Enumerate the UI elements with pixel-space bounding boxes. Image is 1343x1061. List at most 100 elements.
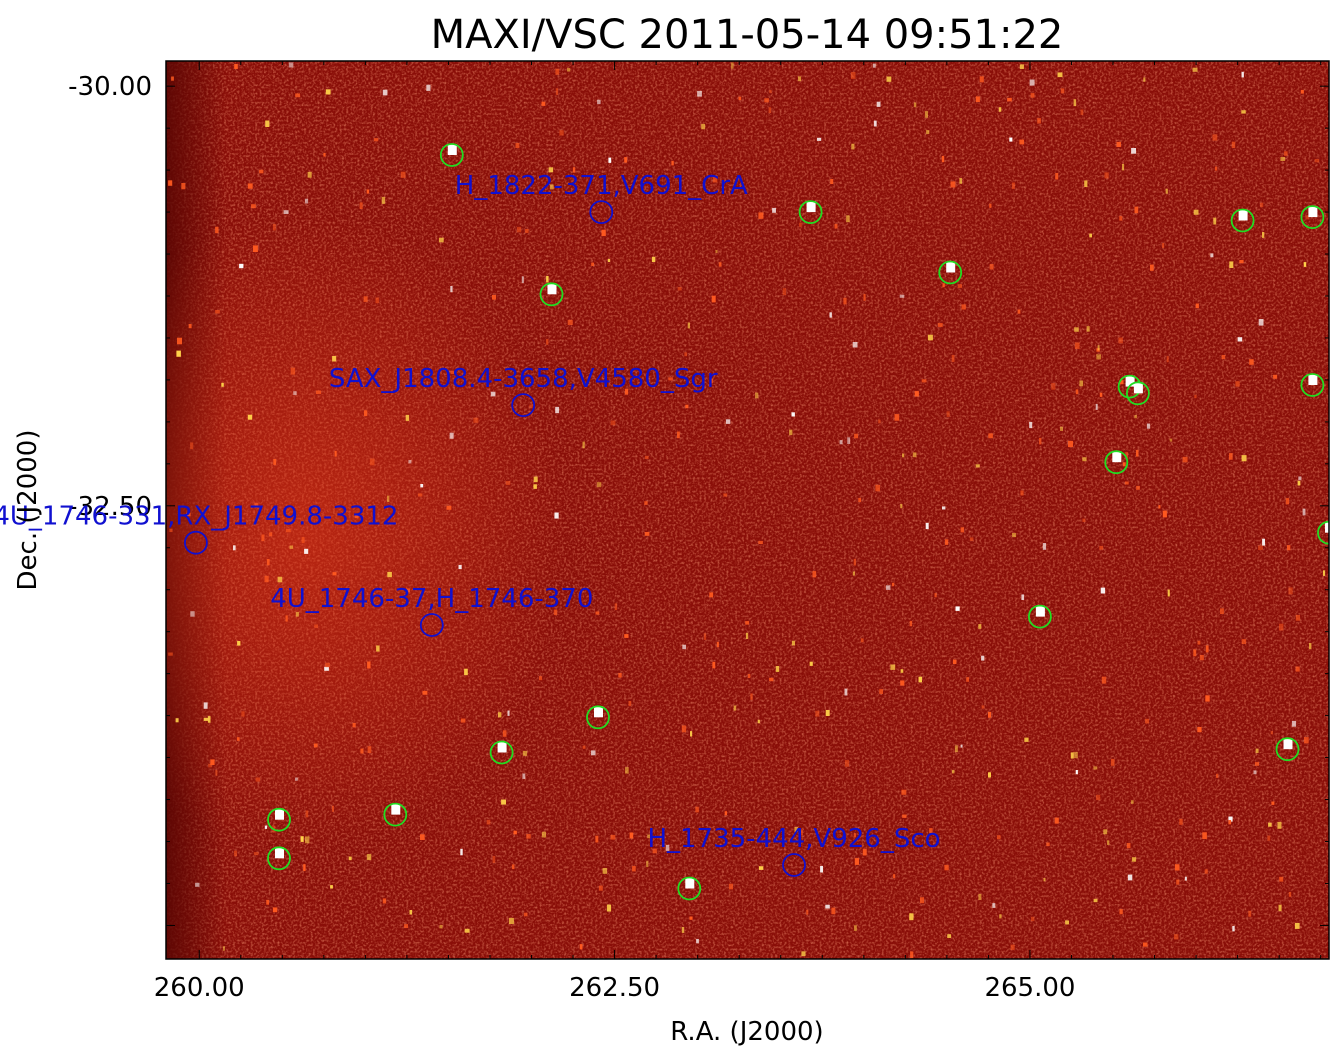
speckle [1182,456,1188,463]
speckle [728,883,733,890]
speckle [490,391,496,397]
speckle [554,512,559,519]
speckle [927,334,933,341]
speckle [186,512,191,517]
speckle [1118,337,1123,344]
speckle [387,571,392,578]
speckle [1055,173,1059,180]
speckle [369,458,375,466]
speckle [875,484,880,492]
speckle [959,178,962,184]
speckle [925,522,929,530]
speckle [446,505,452,510]
speckle [764,98,769,103]
speckle [464,668,468,676]
speckle [854,433,858,439]
speckle [1231,141,1236,148]
speckle [1131,857,1137,862]
speckle [610,420,616,426]
speckle [834,223,838,229]
speckle [1029,421,1033,429]
speckle [277,576,283,583]
speckle [709,592,714,598]
speckle [910,951,914,959]
speckle [924,111,928,118]
speckle [809,661,813,666]
speckle [366,189,370,194]
x-axis-title: R.A. (J2000) [670,1017,823,1047]
speckle [579,944,583,950]
speckle [567,319,573,325]
speckle [852,571,855,576]
speckle [458,180,461,185]
speckle [373,138,379,142]
bright-source [497,741,507,753]
speckle [1079,380,1084,387]
speckle [1176,879,1180,885]
catalog-source-marker [267,807,291,832]
known-source-marker [782,853,806,877]
speckle [1150,264,1154,271]
speckle [422,690,428,695]
speckle [671,160,674,166]
speckle [515,143,520,148]
speckle [652,848,657,854]
speckle [559,130,564,136]
speckle [725,419,731,424]
speckle [408,460,412,464]
speckle [387,495,390,502]
speckle [988,772,991,778]
speckle [989,203,992,208]
speckle [1007,97,1012,102]
speckle [1210,253,1214,258]
speckle [1046,842,1050,847]
speckle [1165,188,1168,194]
speckle [288,62,294,68]
speckle [596,482,602,488]
speckle [1197,727,1202,733]
speckle [912,452,917,458]
known-source-label: 4U_1746-331,RX_J1749.8-3312 [0,502,398,532]
speckle [464,928,470,933]
speckle [988,433,993,439]
speckle [860,638,864,643]
speckle [966,677,969,682]
speckle [439,924,443,929]
speckle [1284,151,1288,156]
speckle [1011,182,1015,189]
speckle [460,848,463,856]
speckle [858,497,862,503]
speckle [1166,356,1169,363]
diffuse-emission [166,211,566,851]
speckle [1295,666,1300,672]
speckle [177,337,182,345]
x-tick-label: 262.50 [569,973,660,1003]
speckle [367,746,372,753]
speckle [758,540,763,544]
speckle [1229,453,1233,460]
speckle [831,907,836,915]
speckle [190,442,194,450]
speckle [829,312,832,318]
speckle [1304,737,1309,744]
speckle [553,609,558,616]
speckle [886,585,891,590]
speckle [745,632,749,639]
speckle [541,101,546,106]
speckle [1295,614,1300,621]
speckle [582,745,586,749]
speckle [1271,801,1275,805]
speckle [1262,232,1265,238]
speckle [644,532,650,536]
speckle [879,689,883,694]
speckle [815,710,820,717]
speckle [1278,904,1282,912]
speckle [1146,423,1151,429]
speckle [1268,822,1272,827]
speckle [1057,72,1063,78]
speckle [942,506,946,510]
speckle [1126,843,1131,849]
speckle [1134,415,1137,419]
speckle [1228,816,1233,822]
speckle [651,256,656,262]
